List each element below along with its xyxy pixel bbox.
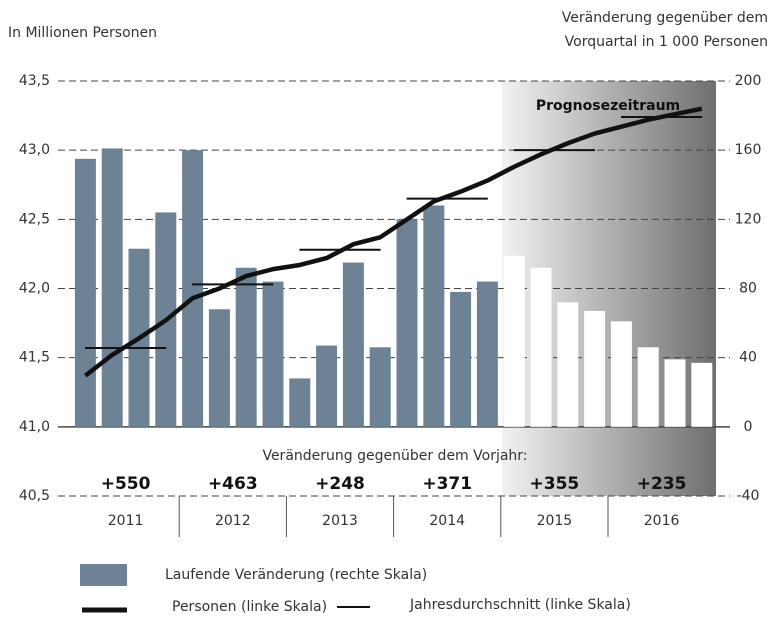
annual-change: +248 (315, 474, 365, 494)
y2-tick-label: 200 (735, 73, 762, 89)
annual-change: +355 (530, 474, 580, 494)
y-tick-label: 43,5 (19, 73, 50, 89)
bar (503, 255, 525, 427)
y2-tick-label: 120 (735, 211, 762, 227)
y2-tick-label: 0 (744, 419, 753, 435)
annual-change: +550 (101, 474, 151, 494)
bar (610, 321, 632, 427)
bar (182, 150, 204, 427)
bar (369, 347, 391, 427)
bar (557, 302, 579, 427)
year-label: 2014 (429, 513, 465, 529)
bar (664, 359, 686, 427)
bar (289, 378, 311, 427)
legend-label: Laufende Veränderung (rechte Skala) (165, 567, 427, 583)
y2-tick-label: 80 (739, 281, 757, 297)
y2-tick-label: 160 (735, 142, 762, 158)
bar (476, 281, 498, 427)
year-label: 2011 (108, 513, 144, 529)
y-tick-label: 41,0 (19, 419, 50, 435)
persons-line (84, 106, 703, 378)
bar (584, 310, 606, 427)
bar (208, 309, 230, 427)
left-axis-label: In Millionen Personen (8, 25, 157, 41)
year-label: 2016 (644, 513, 680, 529)
y-tick-label: 41,5 (19, 350, 50, 366)
bar (342, 262, 364, 427)
legend-label: Jahresdurchschnitt (linke Skala) (409, 597, 631, 613)
bar (637, 347, 659, 427)
annual-change: +371 (422, 474, 472, 494)
right-axis-label: Veränderung gegenüber dem (562, 10, 768, 26)
legend-label: Personen (linke Skala) (172, 599, 327, 615)
y-tick-label: 42,5 (19, 211, 50, 227)
bar (691, 362, 713, 427)
y2-tick-label: 40 (739, 350, 757, 366)
bar (396, 219, 418, 427)
bar (262, 281, 284, 427)
forecast-label: Prognosezeitraum (536, 98, 680, 114)
annual-change: +235 (637, 474, 687, 494)
bar (530, 267, 552, 427)
bar (450, 291, 472, 427)
year-label: 2015 (537, 513, 573, 529)
bar (316, 345, 338, 427)
annual-change: +463 (208, 474, 258, 494)
legend-swatch (80, 564, 127, 586)
right-axis-label: Vorquartal in 1 000 Personen (565, 34, 768, 50)
annual-change-title: Veränderung gegenüber dem Vorjahr: (262, 448, 527, 464)
bar (74, 158, 96, 427)
y2-tick-label: -40 (737, 488, 760, 504)
y-tick-label: 43,0 (19, 142, 50, 158)
year-label: 2013 (322, 513, 358, 529)
y-tick-label: 40,5 (19, 488, 50, 504)
bar (423, 205, 445, 427)
y-tick-label: 42,0 (19, 281, 50, 297)
bar (101, 148, 123, 427)
bar (235, 267, 257, 427)
year-label: 2012 (215, 513, 251, 529)
